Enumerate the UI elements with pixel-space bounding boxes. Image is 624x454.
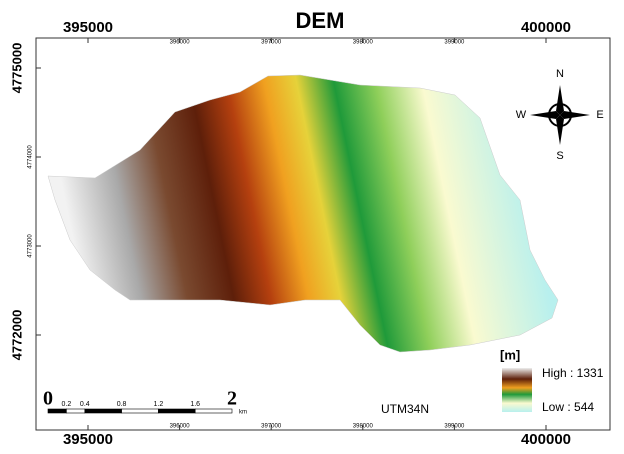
scale-label: 0.2 (62, 401, 72, 408)
scale-label: 2 (227, 388, 237, 410)
x-label-bottom: 399000 (444, 424, 465, 430)
scale-label: 0.4 (80, 401, 90, 408)
compass-w: W (516, 109, 527, 121)
scale-segment (48, 409, 66, 413)
scale-label: 1.6 (190, 401, 200, 408)
x-label-top: 400000 (521, 19, 571, 36)
y-label: 4772000 (9, 310, 24, 361)
map: DEM N S W E [m] High : 1331 Low : 544 UT… (0, 0, 624, 454)
scale-segment (195, 409, 232, 413)
compass-s: S (556, 150, 563, 162)
x-label-bottom: 400000 (521, 431, 571, 448)
x-label-top: 397000 (261, 40, 282, 46)
x-label-top: 398000 (353, 40, 374, 46)
compass-e: E (596, 109, 603, 121)
scale-segment (158, 409, 195, 413)
legend-unit: [m] (500, 347, 520, 362)
scale-segment (85, 409, 122, 413)
x-label-bottom: 396000 (170, 424, 191, 430)
y-label: 4774000 (28, 145, 34, 169)
compass-n: N (556, 68, 564, 80)
y-label: 4773000 (28, 234, 34, 258)
scale-segment (122, 409, 159, 413)
scale-label: 0.8 (117, 401, 127, 408)
scale-label: 0 (43, 388, 53, 410)
x-label-top: 396000 (170, 40, 191, 46)
legend-high: High : 1331 (542, 366, 604, 380)
x-label-bottom: 395000 (63, 431, 113, 448)
scale-segment (66, 409, 84, 413)
x-label-top: 395000 (63, 19, 113, 36)
x-label-top: 399000 (444, 40, 465, 46)
projection-label: UTM34N (381, 402, 429, 416)
x-label-bottom: 397000 (261, 424, 282, 430)
scale-unit: km (239, 410, 247, 416)
y-label: 4775000 (9, 43, 24, 94)
map-title: DEM (296, 8, 345, 33)
x-label-bottom: 398000 (353, 424, 374, 430)
legend-low: Low : 544 (542, 400, 594, 414)
legend-ramp (502, 368, 532, 412)
scale-label: 1.2 (154, 401, 164, 408)
